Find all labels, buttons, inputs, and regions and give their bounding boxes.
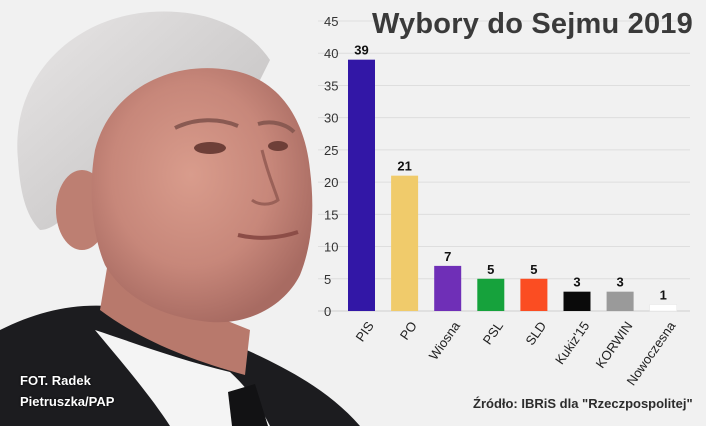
y-tick-label: 10 [324,240,338,255]
x-tick-label: PO [397,319,420,343]
y-tick-label: 30 [324,111,338,126]
y-tick-label: 15 [324,207,338,222]
x-tick-label: Kukiz'15 [552,319,592,368]
photo-credit-line-2: Pietruszka/PAP [20,394,115,409]
bar-psl [477,278,505,311]
y-tick-label: 45 [324,14,338,29]
bar-value-label: 3 [616,275,623,290]
y-tick-label: 5 [324,272,331,287]
x-tick-label: KORWIN [593,319,636,371]
bar-value-label: 3 [573,275,580,290]
bar-kukiz-15 [563,291,591,311]
bar-value-label: 7 [444,249,451,264]
x-tick-label: SLD [522,319,549,348]
bar-pis [348,59,375,311]
y-tick-label: 40 [324,46,338,61]
x-axis-tick-labels: PIS PO Wiosna PSL SLD Kukiz'15 KORWINNowoczesn… [353,318,679,388]
bar-po [391,175,419,311]
x-tick-label: PIS [353,318,377,344]
bar-chart: 0 5 10 15 20 25 30 35 40 45 39 21 7 5 5 3 3 1 PIS PO Wiosn… [318,14,690,388]
bar-value-label: 39 [354,43,368,58]
y-axis-tick-labels: 0 5 10 15 20 25 30 35 40 45 [324,14,338,319]
source-note: Źródło: IBRiS dla "Rzeczpospolitej" [473,396,693,411]
y-tick-label: 25 [324,143,338,158]
photo-credit: FOT. Radek Pietruszka/PAP [20,370,114,412]
bar-value-label: 1 [660,288,667,303]
photo-credit-line-1: FOT. Radek [20,373,91,388]
bar-value-label: 5 [530,262,537,277]
portrait-photo [0,11,360,426]
bar-value-label: 5 [487,262,494,277]
bar-sld [520,278,548,311]
x-tick-label: Wiosna [426,318,464,363]
y-tick-label: 35 [324,78,338,93]
bar-value-label: 21 [397,159,411,174]
chart-bars [348,59,677,312]
bar-nowoczesna [649,304,677,312]
bar-korwin [606,291,634,311]
y-tick-label: 20 [324,175,338,190]
bar-value-labels: 39 21 7 5 5 3 3 1 [354,43,667,303]
y-tick-label: 0 [324,304,331,319]
chart-title: Wybory do Sejmu 2019 [372,8,693,40]
x-tick-label: PSL [480,319,506,348]
bar-wiosna [434,265,462,311]
